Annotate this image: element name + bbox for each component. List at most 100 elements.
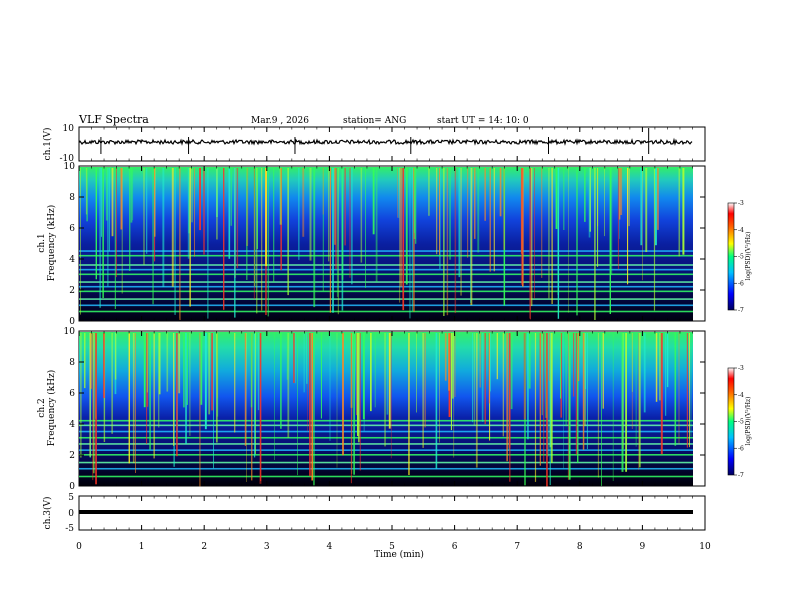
ch3-ytick-top: 5 bbox=[68, 493, 74, 503]
ch1-spectrogram-bands bbox=[79, 250, 693, 313]
x-tick-label: 2 bbox=[201, 542, 207, 552]
sferic-streak bbox=[444, 333, 447, 381]
sferic-streak bbox=[413, 168, 415, 312]
colorbar-tick-label: -6 bbox=[738, 280, 744, 287]
sferic-streak bbox=[388, 333, 391, 429]
sferic-streak bbox=[351, 168, 353, 285]
x-tick-label: 8 bbox=[577, 542, 583, 552]
sferic-streak bbox=[549, 333, 551, 485]
sferic-streak bbox=[565, 333, 567, 427]
sferic-streak bbox=[309, 168, 312, 261]
sferic-streak bbox=[528, 333, 531, 389]
sferic-streak bbox=[601, 333, 602, 486]
sferic-streak bbox=[400, 168, 402, 287]
ch2-spectrogram-bands bbox=[79, 419, 693, 478]
sferic-streak bbox=[259, 333, 262, 484]
sferic-streak bbox=[524, 333, 526, 486]
sferic-streak bbox=[357, 333, 359, 436]
sferic-streak bbox=[111, 168, 114, 237]
sferic-streak bbox=[409, 168, 411, 319]
y-tick-label: 10 bbox=[64, 327, 76, 337]
narrowband-line bbox=[79, 475, 693, 478]
colorbar-tick-label: -7 bbox=[738, 472, 744, 479]
ch1-ytick-bottom: -10 bbox=[60, 154, 75, 164]
sferic-streak bbox=[191, 168, 193, 223]
ch2-spectrogram-ylabel-freq: Frequency (kHz) bbox=[46, 370, 57, 447]
sferic-streak bbox=[576, 168, 578, 316]
sferic-streak bbox=[481, 333, 484, 422]
sferic-streak bbox=[194, 168, 195, 257]
sferic-streak bbox=[477, 168, 480, 253]
sferic-streak bbox=[149, 333, 151, 450]
sferic-streak bbox=[280, 333, 282, 429]
ch1-colorbar bbox=[727, 202, 735, 311]
ch2-colorbar-ticks: -3 -4 -5 -6 -7 bbox=[734, 365, 744, 479]
sferic-streak bbox=[178, 333, 181, 394]
sferic-streak bbox=[475, 333, 478, 468]
sferic-streak bbox=[577, 333, 579, 463]
sferic-streak bbox=[439, 168, 440, 255]
sferic-streak bbox=[399, 168, 401, 303]
narrowband-line bbox=[79, 254, 693, 257]
sferic-streak bbox=[458, 168, 461, 278]
narrowband-line bbox=[79, 281, 693, 283]
sferic-streak bbox=[341, 168, 344, 280]
sferic-streak bbox=[638, 333, 640, 470]
sferic-streak bbox=[328, 168, 330, 262]
sferic-streak bbox=[573, 333, 575, 397]
sferic-streak bbox=[622, 333, 624, 449]
colorbar-tick-label: -5 bbox=[738, 254, 744, 261]
sferic-streak bbox=[620, 168, 623, 215]
sferic-streak bbox=[132, 168, 134, 221]
sferic-streak bbox=[344, 168, 346, 246]
ch1-spectrogram-sferics bbox=[80, 168, 685, 320]
sferic-streak bbox=[541, 333, 543, 416]
sferic-streak bbox=[189, 333, 191, 436]
narrowband-line bbox=[79, 290, 693, 293]
ch2-colorbar bbox=[727, 367, 735, 476]
sferic-streak bbox=[309, 333, 311, 477]
colorbar-tick-label: -6 bbox=[738, 445, 744, 452]
sferic-streak bbox=[568, 168, 569, 313]
ch1-waveform-trace bbox=[78, 128, 693, 154]
sferic-streak bbox=[659, 333, 661, 401]
sferic-streak bbox=[484, 333, 486, 425]
sferic-streak bbox=[336, 168, 339, 297]
sferic-streak bbox=[189, 168, 191, 307]
sferic-streak bbox=[153, 333, 155, 459]
sferic-streak bbox=[657, 168, 659, 230]
sferic-streak bbox=[84, 333, 86, 389]
sferic-streak bbox=[173, 333, 175, 446]
sferic-streak bbox=[358, 333, 360, 443]
sferic-streak bbox=[414, 168, 415, 233]
sferic-streak bbox=[451, 333, 454, 399]
sferic-streak bbox=[460, 168, 462, 296]
sferic-streak bbox=[135, 333, 136, 473]
sferic-streak bbox=[611, 168, 613, 274]
sferic-streak bbox=[627, 168, 629, 285]
colorbar-tick-label: -3 bbox=[738, 365, 744, 372]
sferic-streak bbox=[211, 333, 214, 411]
sferic-streak bbox=[666, 333, 669, 388]
x-tick-label: 0 bbox=[76, 542, 82, 552]
sferic-streak bbox=[370, 333, 372, 412]
sferic-streak bbox=[578, 333, 580, 382]
sferic-streak bbox=[682, 168, 685, 255]
sferic-streak bbox=[105, 168, 108, 221]
sferic-streak bbox=[686, 333, 688, 448]
sferic-streak bbox=[287, 333, 290, 438]
sferic-streak bbox=[101, 168, 102, 237]
y-tick-label: 6 bbox=[69, 224, 75, 234]
sferic-streak bbox=[329, 168, 331, 313]
sferic-streak bbox=[365, 168, 366, 288]
sferic-streak bbox=[350, 333, 352, 484]
colorbar-tick-label: -4 bbox=[738, 227, 744, 234]
y-tick-label: 0 bbox=[69, 317, 75, 327]
sferic-streak bbox=[261, 168, 263, 311]
sferic-streak bbox=[678, 168, 681, 257]
sferic-streak bbox=[449, 168, 451, 260]
sferic-streak bbox=[103, 333, 105, 398]
sferic-streak bbox=[322, 168, 324, 291]
sferic-streak bbox=[274, 333, 275, 460]
